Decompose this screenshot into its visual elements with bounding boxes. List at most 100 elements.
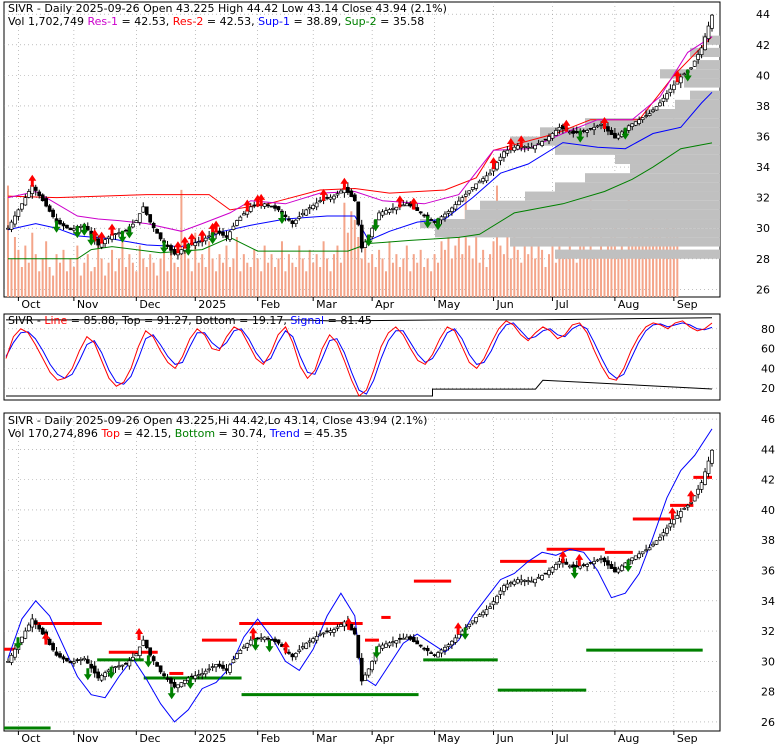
price-bar-body <box>658 536 662 541</box>
price-bar-body <box>651 543 655 547</box>
volume-bar <box>104 275 107 297</box>
price-bar-body <box>356 201 361 225</box>
price-bar-body <box>394 206 399 211</box>
price-bar-body <box>113 666 118 669</box>
price-bar-body <box>710 449 714 464</box>
price-bar-body <box>567 131 572 134</box>
price-bar-body <box>509 582 513 585</box>
buy-arrow <box>570 566 579 579</box>
volume-bar <box>471 258 474 297</box>
volume-bar <box>315 254 318 297</box>
y-tick-label: 30 <box>761 655 775 668</box>
sell-arrow <box>281 641 290 654</box>
volume-profile-bar <box>465 209 720 220</box>
price-bar-body <box>491 601 496 606</box>
volume-bar <box>173 262 176 297</box>
volume-bar <box>287 254 290 297</box>
volume-bar <box>385 271 388 297</box>
volume-bar <box>176 267 179 297</box>
price-bar-body <box>696 54 700 60</box>
volume-bar <box>457 237 460 297</box>
price-bar-body <box>668 88 673 93</box>
volume-bar <box>48 267 51 297</box>
volume-bar <box>10 258 13 297</box>
price-bar-body <box>439 649 444 654</box>
price-bar-body <box>574 130 579 134</box>
price-bar-body <box>703 36 707 51</box>
price-bar-body <box>85 226 90 231</box>
price-bar-body <box>626 125 631 131</box>
price-bar-body <box>644 115 648 117</box>
price-bar-body <box>252 204 257 207</box>
volume-bar <box>541 249 544 297</box>
price-bar-body <box>207 235 211 238</box>
volume-bar <box>301 258 304 297</box>
price-bar-body <box>297 649 302 652</box>
price-bar-body <box>550 133 555 139</box>
volume-bar <box>606 245 609 297</box>
x-tick-label: Oct <box>21 298 41 311</box>
legend-part: Line <box>44 314 67 327</box>
price-bar-body <box>359 224 364 249</box>
sell-arrow <box>562 119 571 132</box>
x-tick-label: Jul <box>554 298 568 311</box>
volume-bar <box>454 245 457 297</box>
price-bar-body <box>231 225 236 230</box>
price-bar-body <box>387 642 392 647</box>
y-tick-label: 40 <box>756 69 770 82</box>
volume-bar <box>204 267 207 297</box>
y-tick-label: 40 <box>761 504 775 517</box>
price-bar-body <box>411 636 416 643</box>
price-bar-body <box>422 647 427 650</box>
legend-part: Bottom <box>195 314 235 327</box>
volume-bar <box>603 254 606 297</box>
price-bar-body <box>630 123 635 127</box>
buy-arrow <box>621 127 630 140</box>
price-bar-body <box>370 660 374 671</box>
volume-bar <box>124 267 127 297</box>
price-bar-body <box>706 25 711 39</box>
price-bar-body <box>384 210 388 215</box>
price-bar-body <box>151 656 156 662</box>
price-bar-body <box>477 180 482 184</box>
volume-bar <box>426 258 429 297</box>
price-bar-body <box>640 117 645 120</box>
volume-bar <box>308 249 311 297</box>
volume-bar <box>218 254 221 297</box>
volume-bar <box>312 262 315 297</box>
price-bar-body <box>120 664 125 667</box>
volume-bar <box>294 267 297 297</box>
price-bar-body <box>436 652 440 658</box>
buy-arrow <box>208 232 217 245</box>
y-tick-label: 42 <box>756 39 770 52</box>
price-bar-body <box>106 236 111 239</box>
volume-bar <box>450 258 453 297</box>
volume-bar <box>412 254 415 297</box>
volume-bar <box>520 262 523 297</box>
price-bar-body <box>352 194 357 202</box>
sell-arrow <box>340 177 349 190</box>
price-bar-body <box>96 671 101 679</box>
price-bar-body <box>481 178 485 182</box>
oscillator-legend: SIVR - Line = 85.88, Top = 91.27, Bottom… <box>8 314 372 327</box>
price-bar-body <box>443 646 447 651</box>
price-bar-body <box>238 650 243 654</box>
price-bar-body <box>297 216 302 219</box>
x-tick-label: Nov <box>77 298 99 311</box>
price-bar-body <box>609 129 614 135</box>
price-bar-body <box>463 193 468 197</box>
price-bar-body <box>248 639 253 646</box>
price-bar-body <box>307 207 312 210</box>
price-bar-body <box>613 132 617 139</box>
price-bar-body <box>505 149 510 154</box>
volume-bar <box>117 258 120 297</box>
price-bar-body <box>547 570 551 576</box>
price-bar-body <box>245 643 250 648</box>
price-bar-body <box>536 143 541 145</box>
volume-bar <box>86 254 89 297</box>
price-bar-body <box>68 660 73 664</box>
volume-bar <box>187 258 190 297</box>
price-bar-body <box>113 233 118 235</box>
price-bar-body <box>214 664 218 668</box>
price-bar-body <box>682 508 687 510</box>
